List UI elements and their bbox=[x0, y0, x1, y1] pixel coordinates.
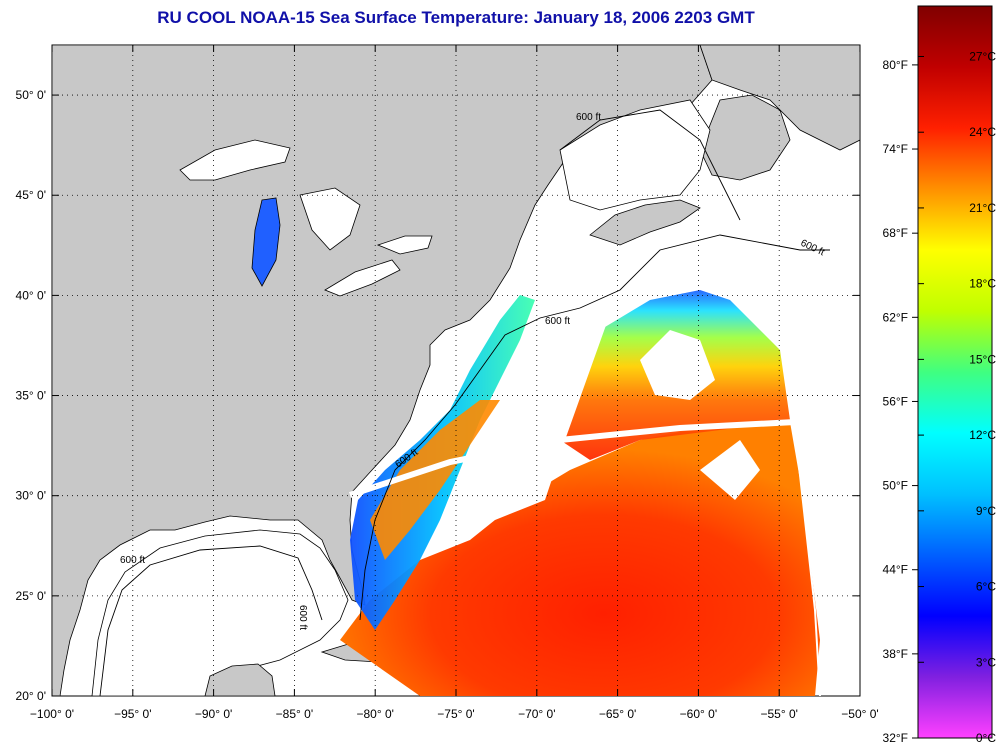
land-newfoundland bbox=[699, 94, 791, 181]
colorbar-c-label: 6°C bbox=[976, 580, 996, 594]
cloud-gap-1 bbox=[495, 290, 615, 520]
contour-600ft-north bbox=[559, 109, 741, 221]
lat-tick-label: 35° 0' bbox=[16, 389, 46, 403]
map-layers: 600 ft 600 ft 600 ft 600 ft 600 ft 600 f… bbox=[52, 45, 860, 696]
lake-erie bbox=[324, 259, 401, 297]
map-title: RU COOL NOAA-15 Sea Surface Temperature:… bbox=[157, 8, 755, 27]
lake-huron bbox=[299, 187, 361, 251]
colorbar-f-label: 74°F bbox=[883, 142, 908, 156]
swath-edge bbox=[789, 344, 821, 696]
colorbar-f-label: 32°F bbox=[883, 731, 908, 745]
lake-michigan bbox=[251, 197, 281, 287]
colorbar-f-label: 68°F bbox=[883, 226, 908, 240]
contour-label-stlawrence: 600 ft bbox=[576, 112, 601, 123]
longitude-axis: −100° 0' −95° 0' −90° 0' −85° 0' −80° 0' −75°… bbox=[30, 45, 879, 721]
map-grid bbox=[52, 45, 860, 696]
lat-tick-label: 30° 0' bbox=[16, 489, 46, 503]
contour-label-georges: 600 ft bbox=[545, 316, 570, 327]
land-nova-scotia bbox=[589, 199, 701, 246]
lon-tick-label: −85° 0' bbox=[276, 707, 313, 721]
colorbar-c-label: 0°C bbox=[976, 731, 996, 745]
gulf-st-lawrence bbox=[559, 99, 711, 211]
lat-tick-label: 40° 0' bbox=[16, 288, 46, 302]
contour-label-florida: 600 ft bbox=[297, 605, 308, 630]
lon-tick-label: −100° 0' bbox=[30, 707, 74, 721]
colorbar-c-label: 15°C bbox=[969, 352, 996, 366]
colorbar-c-label: 18°C bbox=[969, 277, 996, 291]
colorbar-f-label: 62°F bbox=[883, 310, 908, 324]
lon-tick-label: −80° 0' bbox=[356, 707, 393, 721]
colorbar-c-label: 27°C bbox=[969, 49, 996, 63]
land-canada-north-shore bbox=[699, 45, 860, 151]
colorbar-celsius-scale: 0°C 3°C 6°C 9°C 12°C 15°C 18°C 21°C 24°C 27°C bbox=[918, 49, 996, 745]
land-yucatan bbox=[204, 663, 276, 696]
lon-tick-label: −65° 0' bbox=[599, 707, 636, 721]
lon-tick-label: −90° 0' bbox=[195, 707, 232, 721]
colorbar-fahrenheit-scale: 32°F 38°F 44°F 50°F 56°F 62°F 68°F 74°F 80°F bbox=[883, 58, 918, 745]
lat-tick-label: 20° 0' bbox=[16, 689, 46, 703]
scan-gap bbox=[349, 419, 796, 498]
contour-600ft-atlantic bbox=[359, 234, 830, 621]
lon-tick-label: −95° 0' bbox=[114, 707, 151, 721]
colorbar-c-label: 24°C bbox=[969, 125, 996, 139]
colorbar bbox=[917, 5, 993, 739]
lon-tick-label: −60° 0' bbox=[680, 707, 717, 721]
lat-tick-label: 50° 0' bbox=[16, 88, 46, 102]
lat-tick-label: 25° 0' bbox=[16, 589, 46, 603]
colorbar-c-label: 21°C bbox=[969, 201, 996, 215]
latitude-axis: 20° 0' 25° 0' 30° 0' 35° 0' 40° 0' 45° 0' 50° … bbox=[16, 88, 860, 703]
lake-superior bbox=[179, 139, 291, 181]
colorbar-c-label: 3°C bbox=[976, 655, 996, 669]
colorbar-f-label: 38°F bbox=[883, 647, 908, 661]
colorbar-c-label: 12°C bbox=[969, 428, 996, 442]
lat-tick-label: 45° 0' bbox=[16, 188, 46, 202]
land-north-america bbox=[52, 45, 713, 696]
colorbar-c-label: 9°C bbox=[976, 504, 996, 518]
colorbar-f-label: 50°F bbox=[883, 479, 908, 493]
lon-tick-label: −70° 0' bbox=[518, 707, 555, 721]
lon-tick-label: −50° 0' bbox=[841, 707, 878, 721]
cloud-gap-2 bbox=[640, 330, 715, 400]
cloud-gap-3 bbox=[700, 440, 760, 500]
lon-tick-label: −55° 0' bbox=[760, 707, 797, 721]
colorbar-f-label: 44°F bbox=[883, 563, 908, 577]
lon-tick-label: −75° 0' bbox=[437, 707, 474, 721]
colorbar-f-label: 56°F bbox=[883, 394, 908, 408]
lake-ontario bbox=[376, 235, 433, 255]
contour-600ft-gulf bbox=[99, 545, 323, 696]
colorbar-f-label: 80°F bbox=[883, 58, 908, 72]
sst-gulf-stream bbox=[370, 400, 500, 560]
sst-swath-warm bbox=[340, 422, 820, 696]
